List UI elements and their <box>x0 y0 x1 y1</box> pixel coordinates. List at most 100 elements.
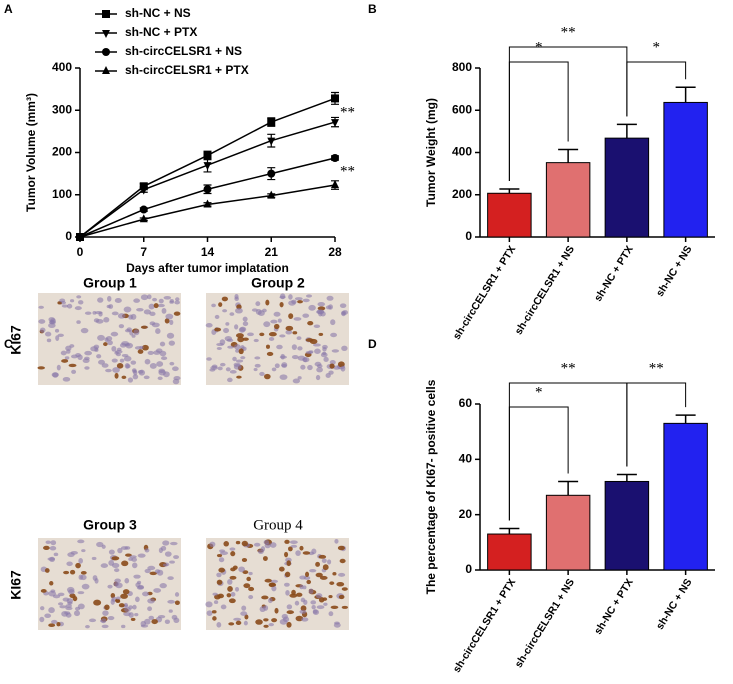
cell <box>263 624 269 628</box>
y-tick-label: 40 <box>459 452 473 466</box>
cell <box>219 339 226 346</box>
cell <box>315 374 321 381</box>
cell <box>271 367 277 372</box>
cell <box>205 323 213 328</box>
x-axis-label: Days after tumor implatation <box>126 261 289 275</box>
y-tick-label: 400 <box>52 60 72 74</box>
cell <box>147 350 154 355</box>
cell <box>259 371 265 377</box>
cell <box>317 306 326 311</box>
cell <box>173 555 180 560</box>
cell <box>104 604 110 611</box>
cell <box>110 331 119 337</box>
cell <box>54 328 60 333</box>
x-tick-label: 14 <box>201 245 215 259</box>
x-tick-label: sh-circCELSR1 + PTX <box>451 244 519 342</box>
cell <box>105 368 112 373</box>
cell <box>153 350 161 355</box>
cell <box>174 592 180 597</box>
cell <box>229 312 235 316</box>
cell <box>289 593 298 598</box>
cell <box>209 368 216 372</box>
cell <box>302 298 310 303</box>
cell <box>57 333 64 338</box>
cell <box>289 540 298 545</box>
cell <box>39 327 46 333</box>
cell <box>124 578 130 584</box>
cell <box>316 367 323 373</box>
cell <box>47 557 56 561</box>
cell <box>49 581 54 586</box>
cell <box>296 336 302 341</box>
cell <box>268 332 277 337</box>
cell <box>169 300 175 304</box>
cell <box>164 318 170 324</box>
image-title: Group 1 <box>83 275 137 291</box>
cell <box>328 595 333 599</box>
cell <box>216 553 223 558</box>
cell <box>111 345 117 352</box>
cell <box>217 366 223 371</box>
cell <box>84 356 90 361</box>
cell <box>44 568 50 573</box>
y-tick-label: 200 <box>52 145 72 159</box>
cell <box>268 623 274 627</box>
bar <box>545 162 591 238</box>
cell <box>226 593 232 598</box>
cell <box>284 539 290 544</box>
cell <box>241 540 248 547</box>
marker <box>102 48 110 56</box>
cell <box>165 313 174 320</box>
cell <box>300 364 306 370</box>
cell <box>227 586 233 592</box>
cell <box>264 373 271 380</box>
cell <box>77 300 84 305</box>
cell <box>84 366 90 370</box>
cell <box>229 575 237 580</box>
error-bar <box>675 86 696 103</box>
cell <box>225 322 230 326</box>
cell <box>158 368 166 374</box>
cell <box>164 551 172 557</box>
cell <box>134 612 139 617</box>
cell <box>285 589 290 596</box>
y-tick-label: 200 <box>452 187 472 201</box>
cell <box>172 366 179 372</box>
cell <box>288 294 293 300</box>
cell <box>173 311 181 316</box>
stain-label: KI67 <box>8 570 24 600</box>
cell <box>238 566 245 573</box>
cell <box>284 551 289 558</box>
annotation: * <box>653 39 661 55</box>
cell <box>102 610 109 616</box>
cell <box>269 542 277 548</box>
cell <box>305 571 310 577</box>
cell <box>138 369 146 376</box>
cell <box>228 622 235 626</box>
cell <box>316 364 323 369</box>
cell <box>98 359 106 365</box>
cell <box>61 359 69 363</box>
cell <box>214 327 222 332</box>
cell <box>233 617 242 621</box>
cell <box>227 377 233 383</box>
cell <box>55 335 60 341</box>
cell <box>291 344 297 350</box>
cell <box>93 344 100 350</box>
cell <box>88 618 97 623</box>
cell <box>290 544 298 548</box>
cell <box>329 360 336 365</box>
cell <box>296 592 303 597</box>
cell <box>322 564 329 571</box>
x-tick-label: 28 <box>328 245 342 259</box>
cell <box>232 356 237 362</box>
cell <box>45 540 51 545</box>
cell <box>77 539 85 544</box>
cell <box>169 361 175 366</box>
cell <box>243 583 251 589</box>
cell <box>222 309 228 313</box>
cell <box>39 616 45 623</box>
y-tick-label: 600 <box>452 102 472 116</box>
x-tick-label: sh-NC + PTX <box>592 577 636 637</box>
cell <box>240 611 248 616</box>
